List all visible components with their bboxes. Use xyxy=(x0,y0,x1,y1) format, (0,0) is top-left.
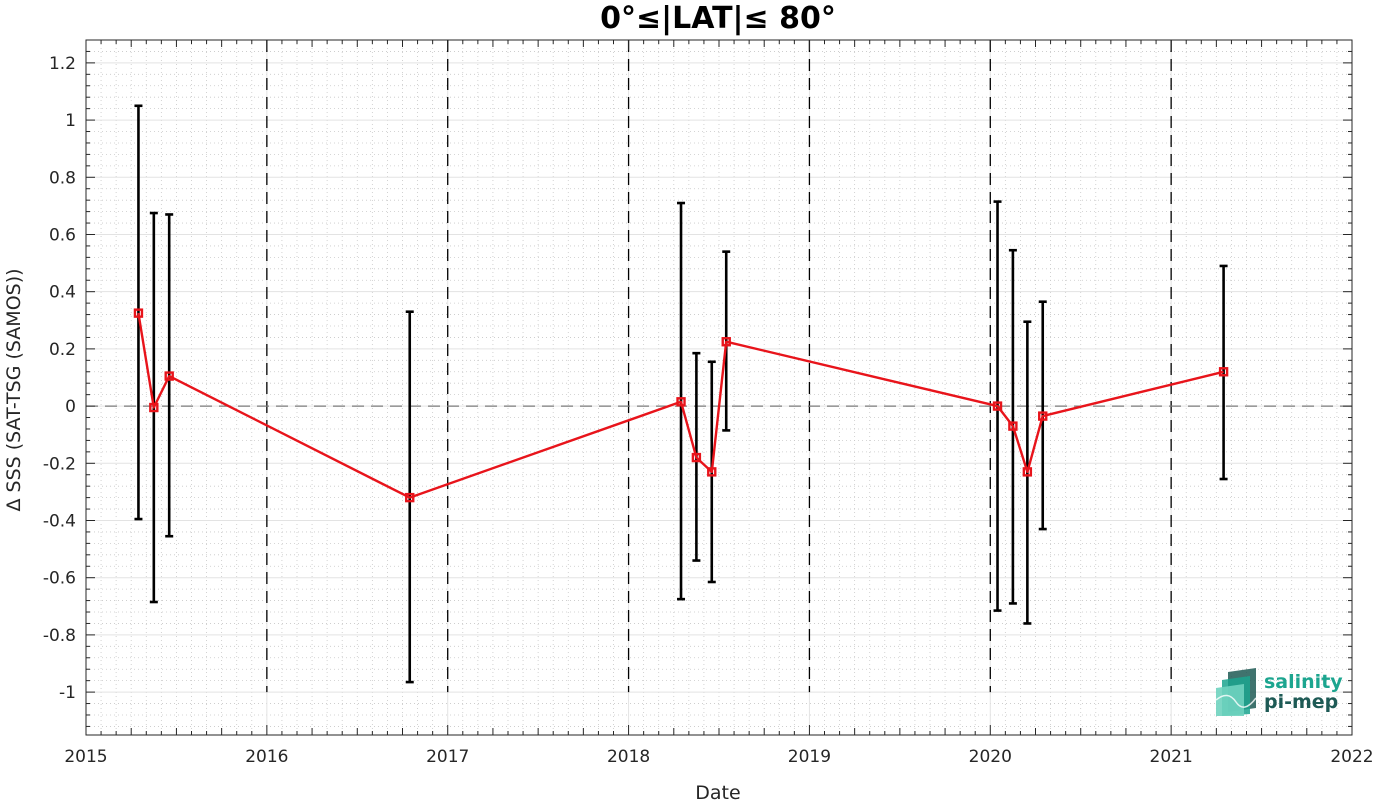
y-tick-label: -0.4 xyxy=(43,511,76,531)
data-point-marker xyxy=(707,467,717,477)
y-tick-label: 0.2 xyxy=(49,340,76,360)
y-tick-label: -1 xyxy=(59,683,76,703)
y-tick-labels: 1.2 1 0.8 0.6 0.4 0.2 0 -0.2 -0.4 -0.6 -0.8 -1 xyxy=(43,54,76,703)
y-tick-label: -0.6 xyxy=(43,569,76,589)
minor-grid xyxy=(86,40,1352,735)
data-point-marker xyxy=(1218,367,1229,377)
data-point-marker xyxy=(1008,421,1018,431)
x-tick-labels: 2015 2016 2017 2018 2019 2020 2021 2022 xyxy=(64,747,1373,767)
y-axis-label: Δ SSS (SAT-TSG (SAMOS)) xyxy=(3,268,25,511)
x-tick-label: 2018 xyxy=(607,747,650,767)
data-point-marker xyxy=(1022,467,1033,477)
chart-title: 0°≤|LAT|≤ 80° xyxy=(600,1,836,36)
error-bar xyxy=(134,104,143,521)
year-dividers xyxy=(266,40,1172,693)
axis-ticks xyxy=(85,40,1353,735)
y-tick-label: -0.2 xyxy=(43,454,76,474)
data-point-marker xyxy=(133,308,144,318)
data-point-marker xyxy=(405,492,415,503)
x-tick-label: 2022 xyxy=(1330,747,1373,767)
y-tick-label: -0.8 xyxy=(43,626,76,646)
y-tick-label: 0.6 xyxy=(49,225,76,245)
series-group xyxy=(133,308,1229,503)
data-point-marker xyxy=(149,402,159,413)
data-point-marker xyxy=(1038,411,1048,421)
x-tick-label: 2016 xyxy=(245,747,288,767)
x-tick-label: 2017 xyxy=(426,747,469,767)
y-tick-label: 0 xyxy=(65,397,76,417)
y-tick-label: 0.4 xyxy=(49,283,76,303)
logo-wave-icon xyxy=(1215,668,1257,716)
data-point-marker xyxy=(721,337,731,347)
salinity-pimep-logo: salinity pi-mep xyxy=(1215,668,1343,716)
x-axis-label: Date xyxy=(695,782,740,801)
y-tick-label: 1.2 xyxy=(49,54,76,74)
data-point-marker xyxy=(164,371,174,381)
logo-line2: pi-mep xyxy=(1264,691,1338,713)
series-line xyxy=(137,312,1224,499)
x-tick-label: 2020 xyxy=(969,747,1012,767)
data-point-marker xyxy=(676,397,686,407)
data-point-marker xyxy=(992,401,1003,411)
x-tick-label: 2021 xyxy=(1150,747,1193,767)
x-tick-label: 2019 xyxy=(788,747,831,767)
x-tick-label: 2015 xyxy=(64,747,107,767)
y-tick-label: 1 xyxy=(65,111,76,131)
y-tick-label: 0.8 xyxy=(49,168,76,188)
data-point-marker xyxy=(691,452,702,463)
logo-line1: salinity xyxy=(1264,671,1343,693)
